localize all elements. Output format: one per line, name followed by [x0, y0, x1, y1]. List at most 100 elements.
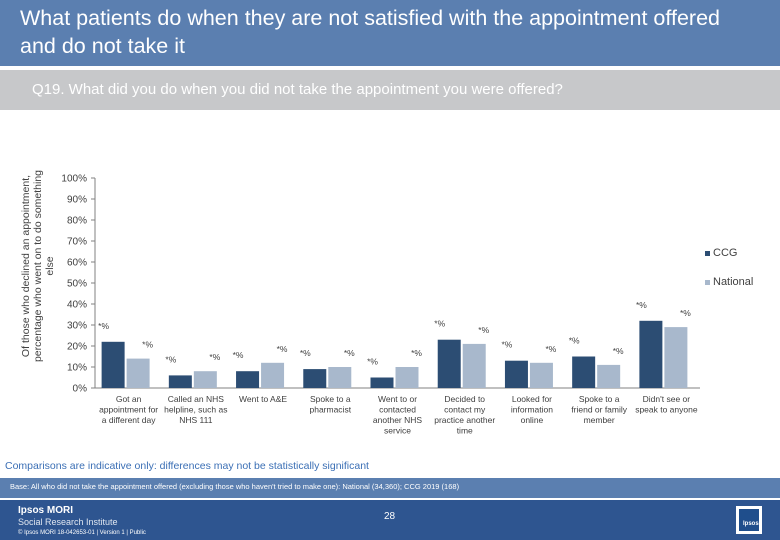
ccg-bar — [437, 339, 461, 388]
category-label-line: Got an — [116, 394, 142, 404]
national-bar — [529, 362, 553, 388]
y-tick-label: 10% — [67, 363, 87, 374]
ccg-data-label: *% — [636, 300, 647, 310]
category-label: Didn't see or speak to anyone — [635, 394, 698, 415]
y-tick-label: 30% — [67, 321, 87, 332]
category-label-line: information — [511, 405, 553, 415]
category-label-line: another NHS — [373, 415, 422, 425]
national-bar — [597, 364, 621, 388]
base-bar: Base: All who did not take the appointme… — [0, 478, 780, 498]
category-label-line: speak to anyone — [635, 405, 698, 415]
y-tick-label: 100% — [61, 174, 87, 185]
ccg-bar — [639, 320, 663, 388]
category-label-line: member — [584, 415, 615, 425]
category-label-line: Went to or — [378, 394, 417, 404]
ccg-bar — [168, 375, 192, 388]
national-bar — [664, 327, 688, 388]
ccg-bar — [504, 360, 528, 388]
base-text: Base: All who did not take the appointme… — [10, 482, 460, 491]
category-label: Got an appointment for a different day — [99, 394, 158, 425]
national-data-label: *% — [478, 325, 489, 335]
national-data-label: *% — [209, 352, 220, 362]
category-label-line: contact my — [444, 405, 486, 415]
national-bar — [328, 367, 352, 388]
category-label: Went to or contacted another NHS service — [373, 394, 422, 436]
ccg-data-label: *% — [165, 354, 176, 364]
category-label-line: Spoke to a — [310, 394, 351, 404]
y-tick-label: 20% — [67, 342, 87, 353]
national-data-label: *% — [613, 346, 624, 356]
category-label-line: time — [457, 426, 473, 436]
ccg-bar — [303, 369, 327, 388]
ccg-bar — [370, 377, 394, 388]
ipsos-logo-mark: Ipsos — [739, 509, 759, 531]
category-label-line: practice another — [434, 415, 495, 425]
ccg-bar — [572, 356, 596, 388]
category-label-line: Called an NHS — [168, 394, 225, 404]
question-text: Q19. What did you do when you did not ta… — [32, 81, 563, 98]
slide-title: What patients do when they are not satis… — [20, 6, 720, 58]
ccg-data-label: *% — [367, 357, 378, 367]
national-bar — [126, 358, 150, 388]
footer — [0, 500, 780, 540]
ccg-data-label: *% — [233, 350, 244, 360]
category-label: Spoke to a pharmacist — [309, 394, 351, 415]
ccg-bar — [236, 371, 260, 388]
page-number: 28 — [384, 511, 396, 522]
y-tick-label: 80% — [67, 216, 87, 227]
ccg-data-label: *% — [300, 348, 311, 358]
category-label-line: Looked for — [512, 394, 552, 404]
category-label: Called an NHS helpline, such as NHS 111 — [164, 394, 227, 425]
category-label-line: service — [384, 426, 411, 436]
question-bar: Q19. What did you do when you did not ta… — [0, 70, 780, 110]
national-bar — [261, 362, 285, 388]
category-label-line: a different day — [102, 415, 156, 425]
y-tick-label: 40% — [67, 300, 87, 311]
category-label: Looked for information online — [511, 394, 553, 425]
national-bar — [193, 371, 217, 388]
category-label-line: pharmacist — [309, 405, 351, 415]
category-label-line: Went to A&E — [239, 394, 287, 404]
ipsos-logo: Ipsos — [736, 506, 762, 534]
y-tick-label: 50% — [67, 279, 87, 290]
brand-name: Ipsos MORI — [18, 505, 74, 516]
legend-ccg-label: CCG — [713, 247, 737, 259]
category-label-line: Didn't see or — [643, 394, 691, 404]
ccg-data-label: *% — [502, 340, 513, 350]
national-data-label: *% — [411, 348, 422, 358]
ccg-data-label: *% — [98, 321, 109, 331]
category-label-line: Spoke to a — [579, 394, 620, 404]
legend-ccg-swatch — [705, 251, 710, 256]
category-label-line: helpline, such as — [164, 405, 227, 415]
y-tick-label: 90% — [67, 195, 87, 206]
category-label: Spoke to a friend or family member — [571, 394, 627, 425]
national-data-label: *% — [277, 344, 288, 354]
category-label: Went to A&E — [239, 394, 287, 404]
category-label-line: Decided to — [444, 394, 485, 404]
significance-note: Comparisons are indicative only: differe… — [5, 460, 369, 472]
national-bar — [462, 343, 486, 388]
title-bar: What patients do when they are not satis… — [0, 0, 780, 66]
legend-national-label: National — [713, 276, 753, 288]
y-tick-label: 70% — [67, 237, 87, 248]
national-data-label: *% — [546, 344, 557, 354]
ccg-data-label: *% — [434, 319, 445, 329]
national-data-label: *% — [344, 348, 355, 358]
category-label-line: NHS 111 — [179, 415, 213, 425]
ccg-data-label: *% — [569, 336, 580, 346]
brand-subtitle: Social Research Institute — [18, 517, 118, 527]
category-label-line: contacted — [379, 405, 416, 415]
category-label-line: online — [521, 415, 544, 425]
legend-national-swatch — [705, 280, 710, 285]
y-tick-label: 60% — [67, 258, 87, 269]
ccg-bar — [101, 341, 125, 388]
y-tick-label: 0% — [73, 384, 88, 395]
ipsos-logo-text: Ipsos — [743, 521, 759, 527]
category-label-line: appointment for — [99, 405, 158, 415]
copyright-text: © Ipsos MORI 18-042653-01 | Version 1 | … — [18, 530, 146, 536]
bar-chart: 0% 10% 20% 30% 40% 50% 60% 70% 80% 90% 100% *% *% Got… — [61, 174, 753, 436]
national-data-label: *% — [142, 340, 153, 350]
national-bar — [395, 367, 419, 388]
category-label-line: friend or family — [571, 405, 627, 415]
category-label: Decided to contact my practice another time — [434, 394, 495, 436]
